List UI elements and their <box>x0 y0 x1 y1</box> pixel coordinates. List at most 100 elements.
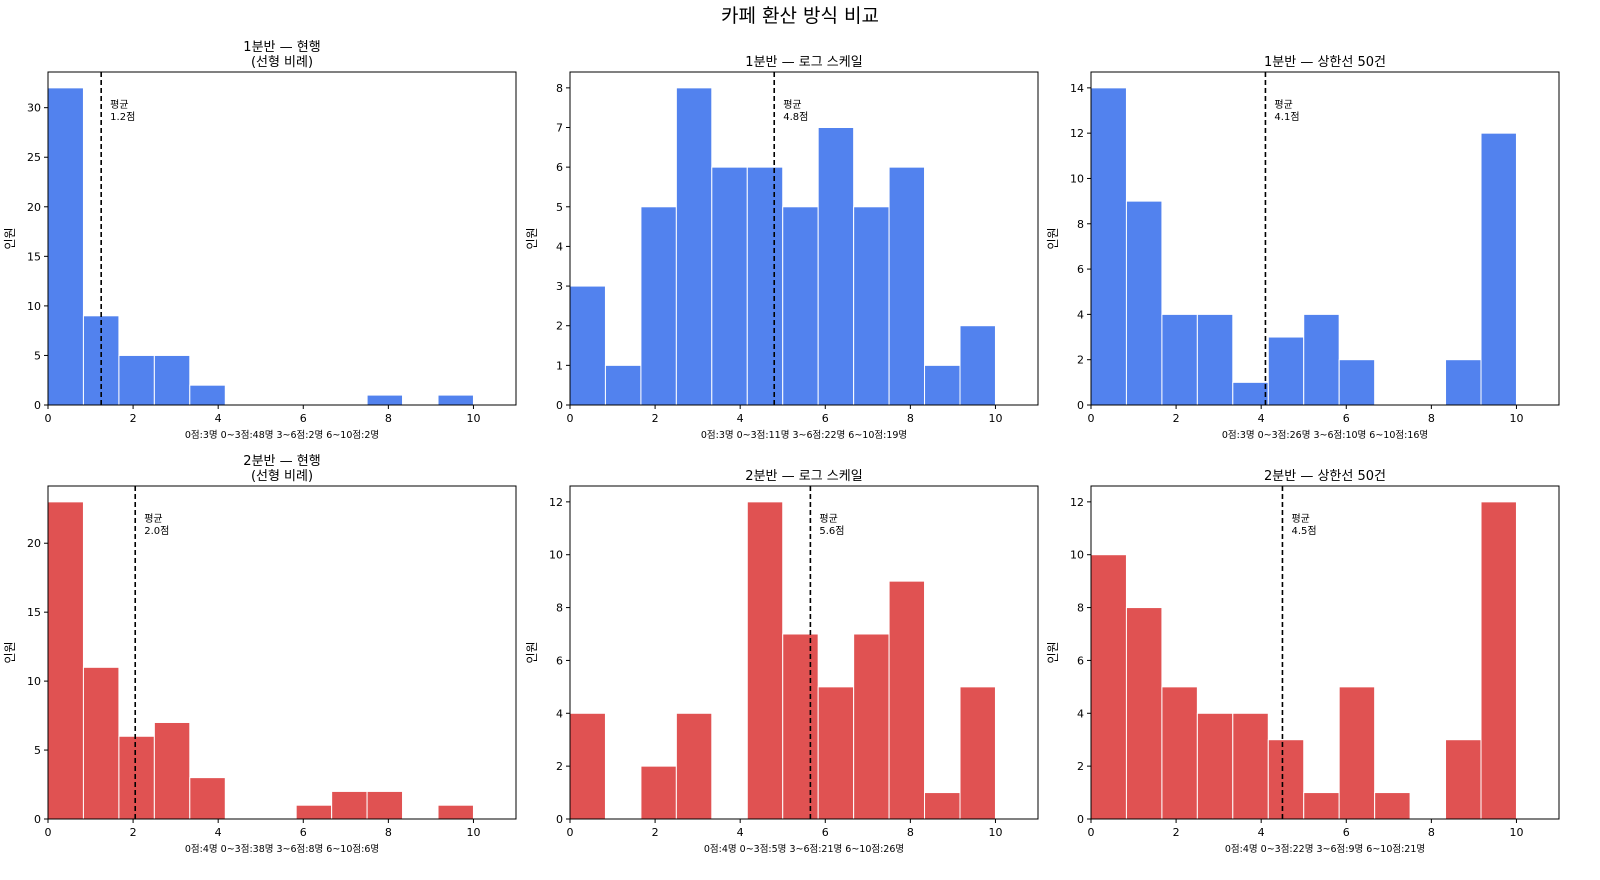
axes-frame <box>47 71 517 406</box>
y-tick-label: 3 <box>556 280 563 293</box>
histogram-bar <box>437 394 474 406</box>
x-tick-label: 2 <box>652 412 659 425</box>
x-tick-label: 6 <box>1343 412 1350 425</box>
y-tick-label: 5 <box>34 744 41 757</box>
x-axis-label: 0점:3명 0~3점:26명 3~6점:10명 6~10점:16명 <box>1222 429 1428 441</box>
histogram-bar <box>118 354 155 406</box>
x-tick-label: 6 <box>300 826 307 839</box>
x-tick-label: 8 <box>907 826 914 839</box>
y-tick-label: 6 <box>556 161 563 174</box>
y-tick-label: 6 <box>1077 654 1084 667</box>
histogram-bar <box>1232 712 1269 820</box>
histogram-bar <box>366 790 404 820</box>
y-tick-label: 12 <box>1070 496 1084 509</box>
x-tick-label: 4 <box>215 412 222 425</box>
y-tick-label: 20 <box>27 201 41 214</box>
histogram-bar <box>1161 686 1198 820</box>
histogram-bar <box>1161 313 1198 406</box>
y-axis-label: 인원 <box>3 227 17 249</box>
x-axis-label: 0점:4명 0~3점:38명 3~6점:8명 6~10점:6명 <box>185 843 379 855</box>
histogram-bar <box>959 686 996 820</box>
histogram-bar <box>82 666 120 820</box>
histogram-bar <box>1090 554 1127 820</box>
x-tick-label: 4 <box>737 826 744 839</box>
x-tick-label: 4 <box>1258 412 1265 425</box>
panel-r1c0: 평균2.0점 0 2 4 6 8 10 0 5 10 15 20 인원 0점:4명 0~3점:38명 3~… <box>3 453 517 855</box>
x-tick-label: 10 <box>466 826 480 839</box>
y-tick-label: 0 <box>34 399 41 412</box>
histogram-bar <box>853 206 890 406</box>
y-tick-label: 2 <box>556 760 563 773</box>
x-tick-label: 10 <box>1509 826 1523 839</box>
x-axis-label: 0점:4명 0~3점:22명 3~6점:9명 6~10점:21명 <box>1225 843 1425 855</box>
y-axis-label: 인원 <box>1046 227 1060 249</box>
x-tick-label: 10 <box>466 412 480 425</box>
x-tick-label: 2 <box>1173 826 1180 839</box>
y-tick-label: 2 <box>1077 354 1084 367</box>
x-axis-label: 0점:3명 0~3점:11명 3~6점:22명 6~10점:19명 <box>701 429 907 441</box>
x-axis-label: 0점:3명 0~3점:48명 3~6점:2명 6~10점:2명 <box>185 429 379 441</box>
x-tick-label: 2 <box>130 826 137 839</box>
histogram-bar <box>1267 336 1305 406</box>
axes-frame <box>569 71 1039 406</box>
histogram-bar <box>1338 686 1376 820</box>
figure-title: 카페 환산 방식 비교 <box>721 5 879 27</box>
histogram-bar <box>675 712 713 820</box>
histogram-bar <box>153 721 191 820</box>
y-tick-label: 1 <box>556 359 563 372</box>
x-tick-label: 8 <box>1428 826 1435 839</box>
y-tick-label: 14 <box>1070 82 1084 95</box>
y-tick-label: 10 <box>1070 172 1084 185</box>
histogram-bar <box>366 394 404 406</box>
panel-r1c1: 평균5.6점 0 2 4 6 8 10 0 2 4 6 8 10 12 인원 0점:4명 0~3점:5명 3~… <box>525 469 1039 855</box>
y-tick-label: 2 <box>1077 760 1084 773</box>
x-tick-label: 0 <box>1088 826 1095 839</box>
panel-title: 2분반 — 현행 <box>243 453 320 469</box>
histogram-bar <box>924 792 961 820</box>
x-tick-label: 8 <box>385 826 392 839</box>
x-tick-label: 0 <box>567 412 574 425</box>
panel-title: 1분반 — 현행 <box>243 39 320 55</box>
x-tick-label: 2 <box>1173 412 1180 425</box>
x-tick-label: 4 <box>215 826 222 839</box>
x-tick-label: 6 <box>822 826 829 839</box>
y-tick-label: 15 <box>27 606 41 619</box>
mean-annotation: 평균 <box>783 99 801 111</box>
y-tick-label: 5 <box>34 349 41 362</box>
histogram-bar <box>1196 712 1234 820</box>
x-axis-label: 0점:4명 0~3점:5명 3~6점:21명 6~10점:26명 <box>704 843 904 855</box>
histogram-bar <box>1338 359 1376 406</box>
axes-frame <box>1090 71 1560 406</box>
y-tick-label: 8 <box>556 602 563 615</box>
y-tick-label: 4 <box>1077 308 1084 321</box>
histogram-bar <box>153 354 191 406</box>
mean-annotation: 평균 <box>144 513 162 525</box>
histogram-bar <box>640 206 677 406</box>
x-tick-label: 10 <box>988 412 1002 425</box>
mean-annotation: 4.5점 <box>1291 525 1316 537</box>
histogram-bar <box>924 364 961 406</box>
histogram-bar <box>1196 313 1234 406</box>
y-tick-label: 4 <box>556 240 563 253</box>
histogram-bar <box>1480 501 1517 820</box>
histogram-bar <box>817 686 855 820</box>
y-tick-label: 8 <box>556 82 563 95</box>
axes-frame <box>569 485 1039 820</box>
y-tick-label: 4 <box>1077 707 1084 720</box>
panel-title: (선형 비례) <box>251 469 313 484</box>
x-tick-label: 0 <box>45 826 52 839</box>
histogram-bar <box>47 501 84 820</box>
x-tick-label: 2 <box>652 826 659 839</box>
histogram-bar <box>47 87 84 406</box>
x-tick-label: 4 <box>1258 826 1265 839</box>
mean-annotation: 평균 <box>110 99 128 111</box>
axes-frame <box>1090 485 1560 820</box>
x-tick-label: 6 <box>300 412 307 425</box>
y-tick-label: 0 <box>1077 813 1084 826</box>
panel-title: (선형 비례) <box>251 55 313 70</box>
axes-frame <box>47 485 517 820</box>
y-tick-label: 4 <box>556 707 563 720</box>
histogram-bar <box>295 804 333 820</box>
x-tick-label: 8 <box>1428 412 1435 425</box>
y-tick-label: 10 <box>27 675 41 688</box>
